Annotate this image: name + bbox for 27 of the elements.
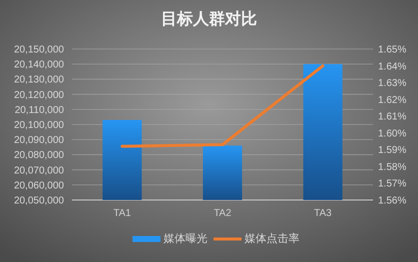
y2-tick-label: 1.58%: [378, 162, 406, 173]
legend-label: 媒体点击率: [244, 232, 300, 245]
y-tick-label: 20,100,000: [14, 120, 64, 131]
y2-tick-label: 1.61%: [378, 112, 406, 123]
y2-tick-label: 1.59%: [378, 145, 406, 156]
chart-title: 目标人群对比: [161, 10, 257, 28]
y2-tick-label: 1.63%: [378, 78, 406, 90]
y2-tick-label: 1.65%: [378, 44, 406, 56]
x-tick-label: TA1: [113, 208, 132, 219]
y-tick-label: 20,110,000: [14, 104, 64, 116]
y-tick-label: 20,060,000: [14, 180, 64, 192]
y2-tick-label: 1.60%: [378, 128, 406, 140]
y2-tick-label: 1.56%: [378, 196, 406, 206]
y-tick-label: 20,070,000: [14, 165, 64, 176]
y-tick-label: 20,120,000: [14, 90, 64, 101]
y2-tick-label: 1.62%: [378, 94, 406, 106]
y-tick-label: 20,050,000: [14, 196, 64, 206]
y-tick-label: 20,090,000: [14, 135, 64, 146]
y-tick-label: 20,080,000: [14, 150, 64, 162]
x-tick-label: TA2: [214, 208, 232, 219]
y2-tick-label: 1.64%: [378, 61, 406, 72]
x-tick-label: TA3: [314, 208, 332, 219]
y-tick-label: 20,140,000: [14, 60, 64, 71]
y2-tick-label: 1.57%: [378, 178, 406, 190]
y-tick-label: 20,150,000: [14, 44, 64, 56]
legend-label: 媒体曝光: [164, 232, 208, 245]
y-tick-label: 20,130,000: [14, 74, 64, 86]
